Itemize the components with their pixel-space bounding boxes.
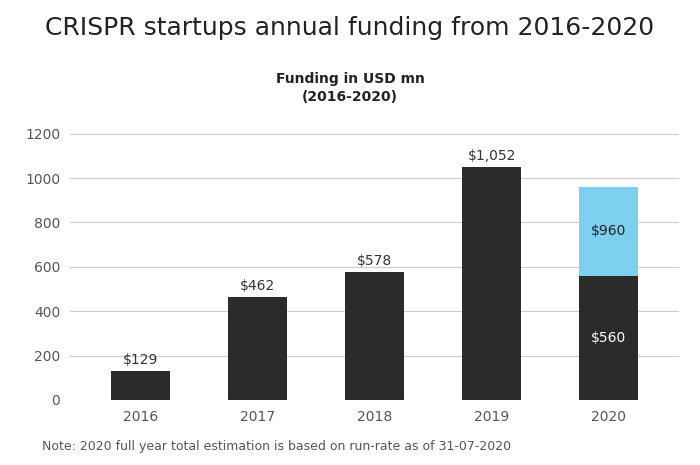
- Text: $129: $129: [122, 353, 158, 367]
- Bar: [580, 276, 638, 400]
- Bar: [228, 298, 287, 400]
- Text: $1,052: $1,052: [468, 149, 516, 163]
- Text: Note: 2020 full year total estimation is based on run-rate as of 31-07-2020: Note: 2020 full year total estimation is…: [42, 440, 511, 453]
- Text: CRISPR startups annual funding from 2016-2020: CRISPR startups annual funding from 2016…: [46, 16, 655, 40]
- Text: Funding in USD mn
(2016-2020): Funding in USD mn (2016-2020): [276, 72, 424, 105]
- Text: $462: $462: [240, 279, 275, 293]
- Bar: [111, 371, 169, 400]
- Bar: [462, 166, 521, 400]
- Bar: [580, 187, 638, 276]
- Text: $960: $960: [591, 224, 626, 239]
- Text: $560: $560: [591, 331, 626, 345]
- Text: $578: $578: [357, 254, 392, 268]
- Bar: [345, 272, 404, 400]
